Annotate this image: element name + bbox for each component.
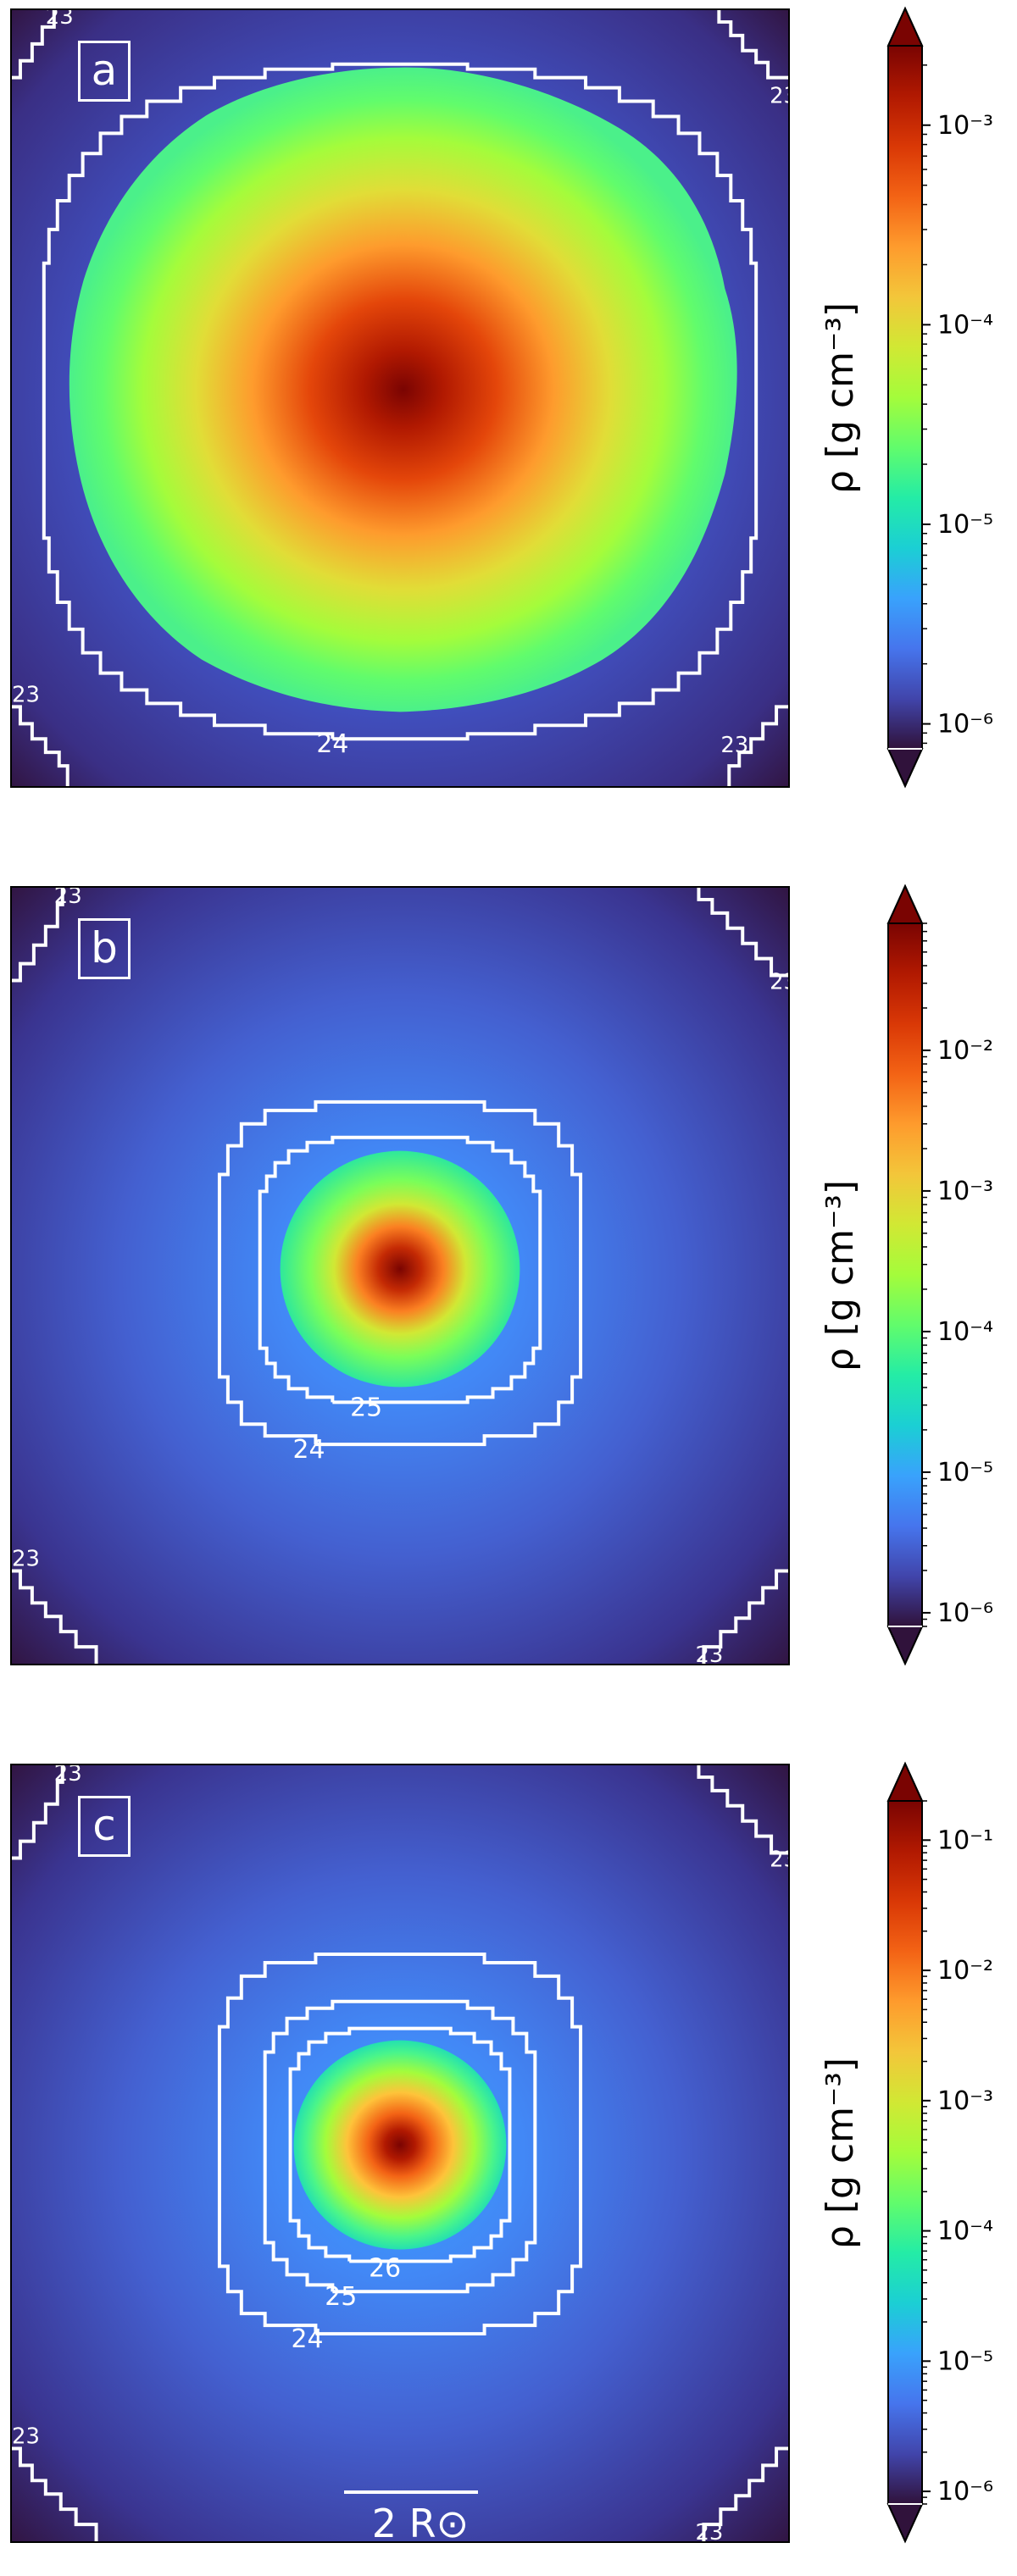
core-c [293, 2040, 507, 2250]
colorbar-gradient-bar [888, 923, 922, 1626]
colorbar-tick-label: 10⁻³ [937, 111, 993, 141]
panel-label-a: a [78, 41, 131, 102]
colorbar-tick-label: 10⁻⁶ [937, 710, 993, 740]
contour-label-23-b-1: 23 [54, 888, 82, 909]
contour-23-c-bottomright [702, 2446, 788, 2541]
core-b [280, 1150, 520, 1388]
density-map-c-svg: 26 25 24 23 23 23 23 [12, 1765, 788, 2541]
density-map-b-svg: 25 24 23 23 23 23 [12, 888, 788, 1664]
contour-23-c-topright [697, 1765, 788, 1855]
colorbar-a-svg: 10⁻⁶ 10⁻⁵ 10⁻⁴ 10⁻³ [886, 6, 993, 789]
contour-label-25-b: 25 [350, 1393, 382, 1422]
contour-label-23-c-4: 23 [695, 2520, 723, 2541]
contour-23-a-bottomright [727, 705, 788, 786]
contour-label-23-a-3: 23 [12, 682, 40, 707]
colorbar-tick-label: 10⁻² [937, 1956, 993, 1986]
colorbar-extend-max [886, 884, 924, 924]
colorbar-tick-label: 10⁻⁵ [937, 510, 993, 540]
colorbar-extend-max [886, 1761, 924, 1802]
density-map-b: 25 24 23 23 23 23 b [10, 886, 790, 1665]
colorbar-gradient-bar [888, 1801, 922, 2504]
colorbar-label-c: ρ [g cm⁻³] [819, 2057, 862, 2250]
colorbar-b: 10⁻⁶ 10⁻⁵ 10⁻⁴ 10⁻³ 10⁻² ρ [g cm⁻³] [819, 878, 1017, 1674]
panel-label-b: b [78, 918, 131, 979]
density-map-a-svg: 24 23 23 23 23 [12, 10, 788, 786]
contour-label-23-c-1: 23 [54, 1765, 82, 1787]
colorbar-label-b: ρ [g cm⁻³] [819, 1179, 862, 1372]
colorbar-tick-label: 10⁻⁵ [937, 2346, 993, 2376]
contour-label-23-b-3: 23 [12, 1547, 40, 1572]
colorbar-b-svg: 10⁻⁶ 10⁻⁵ 10⁻⁴ 10⁻³ 10⁻² [886, 884, 993, 1666]
density-map-a: 24 23 23 23 23 a [10, 8, 790, 788]
contour-25-b [258, 1135, 542, 1404]
contour-label-23-b-2: 23 [770, 969, 788, 994]
contour-23-b-topright [697, 888, 788, 978]
panel-a: 24 23 23 23 23 a 10⁻⁶ 10⁻⁵ 10⁻⁴ 10⁻³ ρ [g c… [0, 0, 1017, 796]
colorbar-tick-label: 10⁻⁶ [937, 1598, 993, 1628]
density-map-c: 26 25 24 23 23 23 23 c 2 R⊙ [10, 1764, 790, 2543]
colorbar-extend-min [886, 2503, 924, 2544]
colorbar-c: 10⁻⁶ 10⁻⁵ 10⁻⁴ 10⁻³ 10⁻² 10⁻¹ ρ [g cm⁻³] [819, 1755, 1017, 2551]
contour-23-a-topright [717, 10, 788, 80]
colorbar-tick-label: 10⁻⁶ [937, 2477, 993, 2507]
colorbar-tick-label: 10⁻³ [937, 2086, 993, 2116]
colorbar-tick-label: 10⁻⁴ [937, 1317, 993, 1347]
contour-23-a-bottomleft [12, 705, 69, 786]
contour-24-b [217, 1100, 583, 1447]
contour-label-23-c-3: 23 [12, 2424, 40, 2450]
scale-bar [344, 2490, 478, 2494]
contour-label-23-a-1: 23 [46, 10, 74, 30]
contour-23-c-bottomleft [12, 2446, 98, 2541]
contour-23-b-bottomleft [12, 1569, 98, 1664]
contour-23-b-bottomright [702, 1569, 788, 1664]
contour-23-a-topleft [12, 10, 56, 80]
contour-24-c [217, 1953, 583, 2336]
contour-label-23-b-4: 23 [695, 1643, 723, 1664]
colorbar-c-svg: 10⁻⁶ 10⁻⁵ 10⁻⁴ 10⁻³ 10⁻² 10⁻¹ [886, 1761, 993, 2544]
contour-label-23-c-2: 23 [770, 1847, 788, 1872]
contour-label-24-c: 24 [291, 2324, 323, 2354]
colorbar-extend-min [886, 748, 924, 789]
contour-label-24-b: 24 [292, 1435, 325, 1465]
colorbar-label-a: ρ [g cm⁻³] [819, 302, 862, 495]
colorbar-tick-label: 10⁻⁴ [937, 2217, 993, 2246]
colorbar-tick-label: 10⁻⁴ [937, 310, 993, 340]
panel-label-c: c [78, 1796, 131, 1857]
contour-23-c-topleft [12, 1765, 64, 1860]
panel-c: 26 25 24 23 23 23 23 c 2 R⊙ 10⁻⁶ 10⁻⁵ 10⁻⁴… [0, 1755, 1017, 2551]
contour-25-c [263, 1999, 537, 2294]
colorbar-tick-label: 10⁻³ [937, 1177, 993, 1206]
colorbar-gradient-bar [888, 46, 922, 749]
contour-label-23-a-2: 23 [770, 84, 788, 109]
contour-label-24-a: 24 [316, 729, 348, 759]
contour-label-23-a-4: 23 [720, 733, 748, 758]
contour-24-a [42, 62, 759, 741]
contour-label-25-c: 25 [325, 2282, 357, 2312]
contour-23-b-topleft [12, 888, 64, 983]
scale-bar-label: 2 R⊙ [371, 2501, 470, 2543]
colorbar-extend-max [886, 6, 924, 47]
colorbar-outline [887, 6, 923, 789]
contour-label-26-c: 26 [369, 2253, 401, 2283]
core-a [69, 67, 737, 712]
panel-b: 25 24 23 23 23 23 b 10⁻⁶ 10⁻⁵ 10⁻⁴ 10⁻³ 10⁻²… [0, 878, 1017, 1674]
colorbar-tick-label: 10⁻² [937, 1036, 993, 1066]
colorbar-a: 10⁻⁶ 10⁻⁵ 10⁻⁴ 10⁻³ ρ [g cm⁻³] [819, 0, 1017, 796]
colorbar-tick-label: 10⁻¹ [937, 1825, 993, 1855]
colorbar-extend-min [886, 1626, 924, 1666]
colorbar-tick-label: 10⁻⁵ [937, 1458, 993, 1487]
contour-26-c [288, 2026, 512, 2263]
